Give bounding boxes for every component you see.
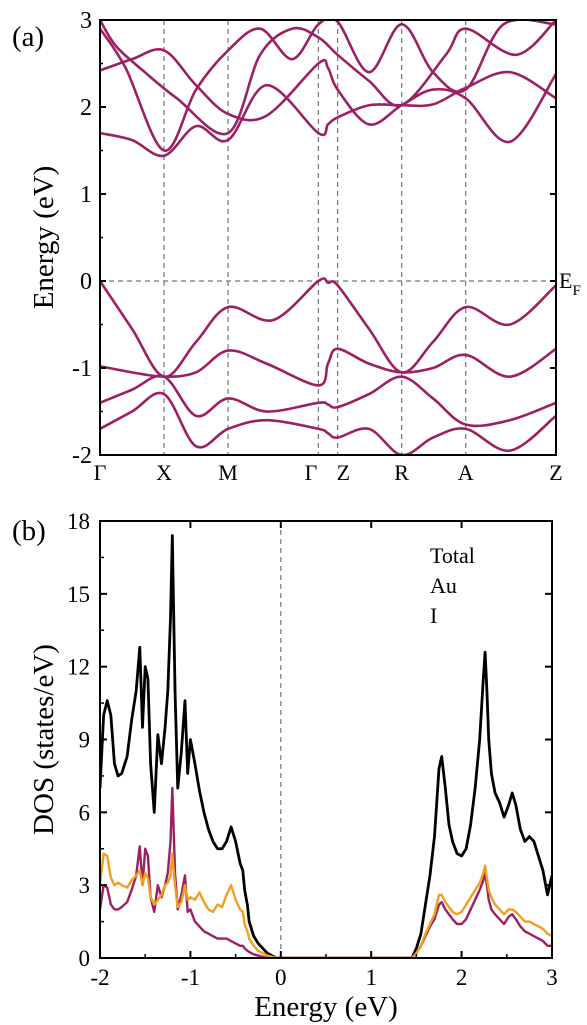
band-line [100,48,556,144]
band-line [100,374,556,428]
kpoint-label: M [218,460,238,485]
band-ytick-label: 2 [80,95,92,121]
kpoint-label: Γ [94,460,107,485]
dos-ytick-label: 12 [67,655,90,680]
legend-label-i: I [430,603,437,628]
band-plot-frame [99,19,557,456]
legend-label-total: Total [430,543,475,568]
panel-label-a: (a) [12,21,44,53]
band-line [100,20,556,152]
band-ytick-label: 1 [80,182,92,208]
kpoint-label: Γ [305,460,318,485]
dos-ytick-label: 6 [79,800,91,825]
band-ytick-label: -2 [72,443,92,469]
dos-ytick-label: 0 [79,946,91,971]
fermi-level-label-main: E [559,268,572,293]
band-lines [100,20,556,455]
band-line [100,20,556,136]
fermi-level-label: EF [559,268,581,299]
fermi-level-label-sub: F [572,283,580,299]
dos-xlabel: Energy (eV) [254,991,398,1023]
band-line [100,277,556,378]
legend-label-au: Au [430,573,457,598]
band-ylabel: Energy (eV) [28,166,60,310]
kpoint-label: A [458,460,474,485]
dos-ytick-label: 18 [67,509,90,534]
panel-label-b: (b) [12,515,46,547]
dos-xtick-label: 0 [275,965,287,990]
kpoint-label: X [156,460,172,485]
band-ytick-label: -1 [72,356,92,382]
dos-xtick-label: 1 [365,965,377,990]
dos-series-line-i [100,786,552,958]
dos-xtick-label: -2 [90,965,109,990]
band-line [100,347,556,387]
dos-xtick-label: 2 [456,965,468,990]
dos-series-line-total [100,534,552,958]
dos-xtick-label: 3 [546,965,558,990]
dos-ytick-label: 15 [67,582,90,607]
dos-plot-frame [99,520,553,959]
dos-series-line-au [100,852,552,958]
dos-ytick-label: 9 [79,728,91,753]
band-line [100,70,556,158]
band-line [100,391,556,455]
dos-xtick-label: -1 [181,965,200,990]
kpoint-label: Z [549,460,562,485]
dos-series-group [100,534,552,958]
kpoint-label: R [394,460,409,485]
dos-ylabel: DOS (states/eV) [28,644,60,835]
kpoint-label: Z [337,460,350,485]
band-ytick-label: 3 [80,8,92,34]
dos-ytick-label: 3 [79,873,91,898]
band-ytick-label: 0 [80,269,92,295]
